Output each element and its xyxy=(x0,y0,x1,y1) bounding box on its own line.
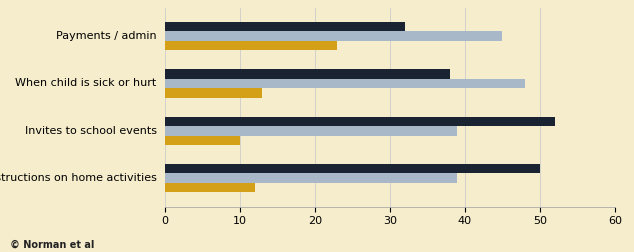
Bar xyxy=(165,126,457,136)
Bar xyxy=(165,183,255,193)
Bar xyxy=(165,88,262,98)
Bar xyxy=(165,136,240,145)
Bar xyxy=(165,41,337,50)
Bar xyxy=(165,117,555,126)
Bar xyxy=(165,31,502,41)
Bar xyxy=(165,22,405,31)
Bar xyxy=(165,79,525,88)
Bar xyxy=(165,173,457,183)
Bar xyxy=(165,69,450,79)
Text: © Norman et al: © Norman et al xyxy=(10,239,94,249)
Bar xyxy=(165,164,540,173)
